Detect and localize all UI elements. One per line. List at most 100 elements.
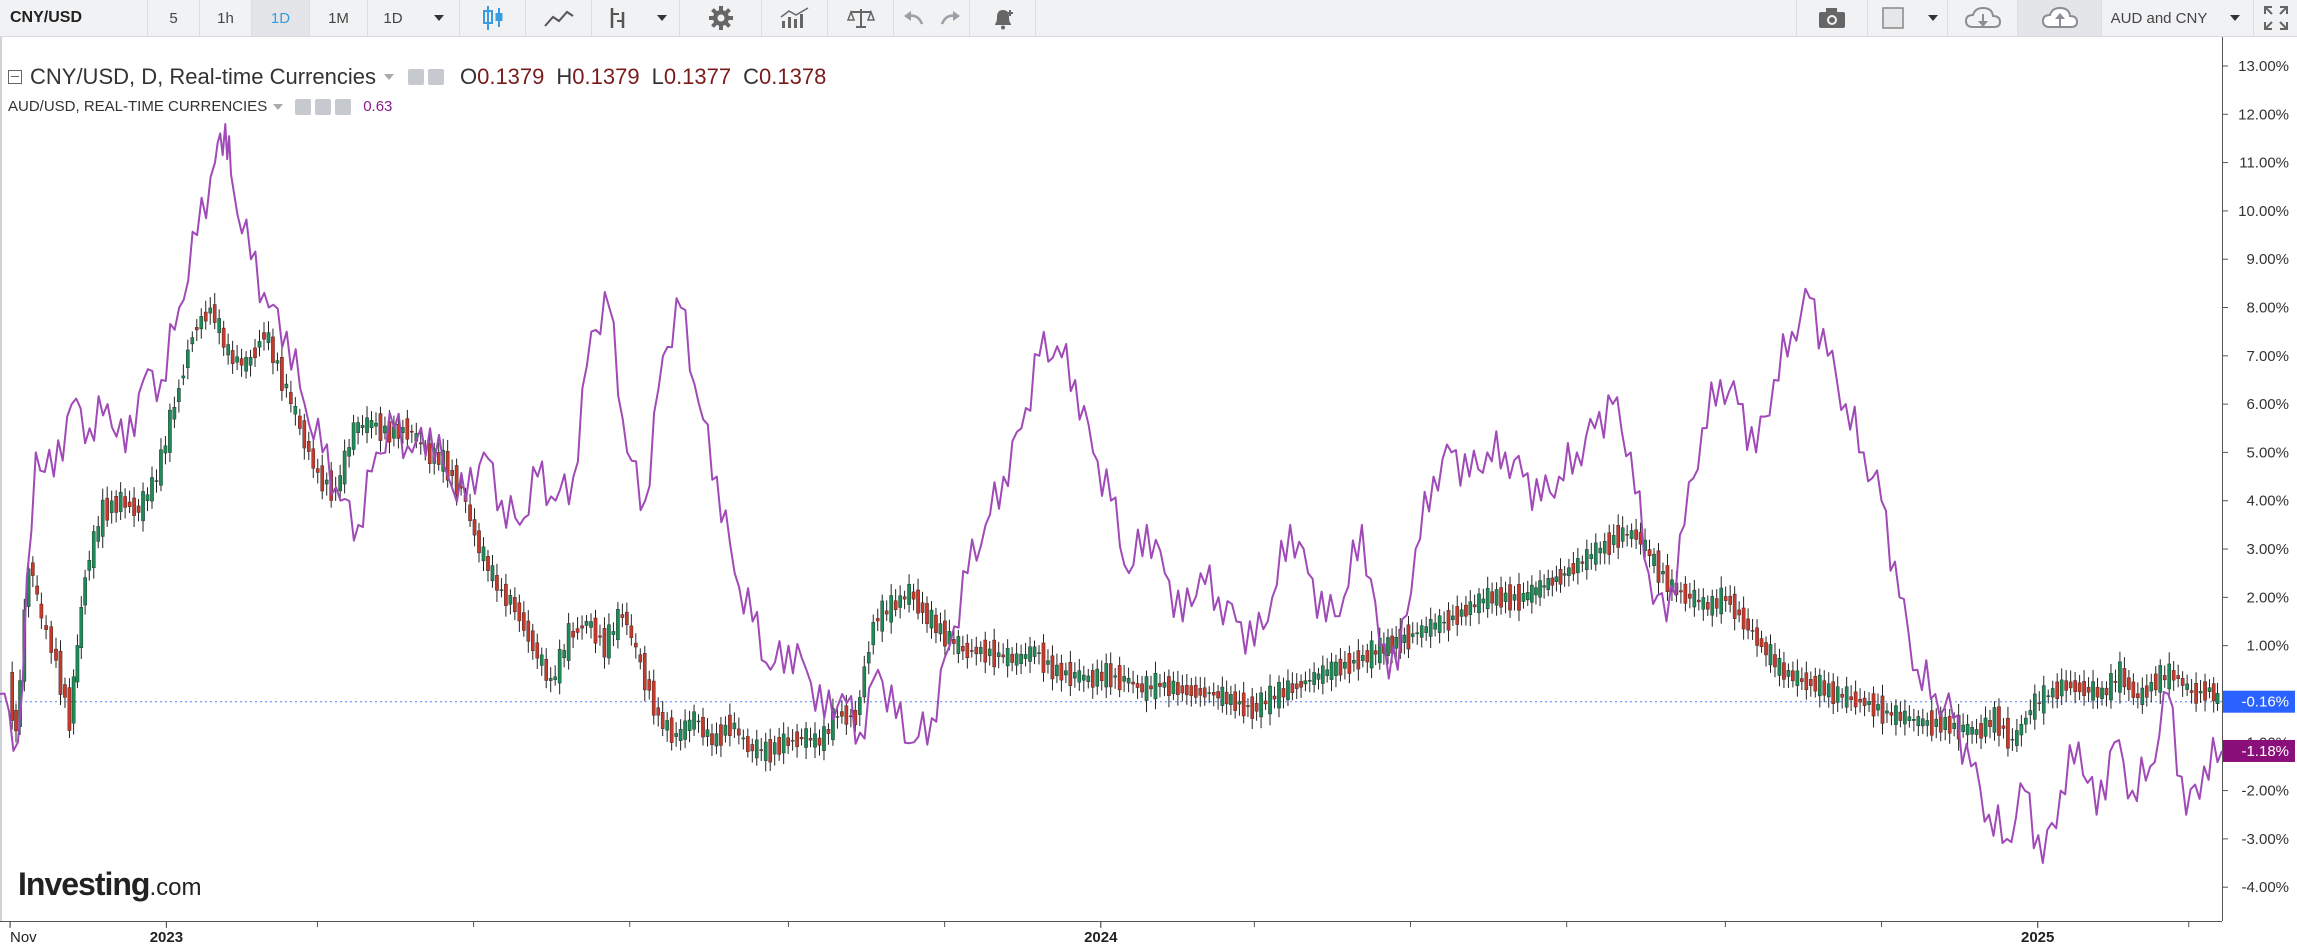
- studies-button[interactable]: [762, 0, 828, 36]
- cny-candle: [1122, 676, 1126, 682]
- cny-candle: [517, 602, 522, 622]
- eye-icon[interactable]: [407, 69, 424, 85]
- cny-candle: [2167, 663, 2172, 690]
- compare-label: AUD and CNY: [2110, 9, 2208, 27]
- compare-dropdown-button[interactable]: [2216, 0, 2254, 36]
- chevron-down-icon: [1927, 15, 1938, 21]
- cny-candle: [1782, 662, 1786, 680]
- cny-candle: [629, 625, 634, 638]
- redo-button[interactable]: [932, 0, 970, 36]
- cny-candle: [1786, 670, 1791, 677]
- symbol-label: CNY/USD: [10, 9, 83, 26]
- cny-candle: [1697, 599, 1701, 603]
- cny-candle: [790, 740, 795, 742]
- cny-candle: [302, 420, 307, 449]
- interval-1d-button[interactable]: 1D: [252, 0, 310, 36]
- collapse-legend-button[interactable]: [8, 70, 22, 84]
- cny-candle: [835, 716, 840, 718]
- cny-candle: [571, 630, 575, 638]
- cny-candle: [1737, 609, 1741, 616]
- cny-candle: [401, 427, 405, 434]
- load-layout-button[interactable]: [1948, 0, 2018, 36]
- cny-candle: [58, 650, 63, 695]
- indicator-button[interactable]: [592, 0, 644, 36]
- cny-candle: [1858, 698, 1862, 703]
- indicator-dropdown-button[interactable]: [644, 0, 680, 36]
- cny-candle: [1419, 625, 1424, 638]
- cny-candle: [880, 600, 885, 632]
- template-button[interactable]: [1868, 0, 1918, 36]
- cny-candle: [840, 711, 844, 717]
- cny-candle: [1415, 632, 1420, 635]
- cny-candle: [2104, 687, 2109, 696]
- x-tick-label: 2025: [2021, 929, 2054, 946]
- alert-button[interactable]: [970, 0, 1036, 36]
- cny-candle: [772, 742, 777, 755]
- screenshot-button[interactable]: [1796, 0, 1868, 36]
- symbol-box[interactable]: CNY/USD: [0, 0, 148, 36]
- cny-candle: [1791, 670, 1795, 682]
- cny-candle: [2122, 668, 2127, 688]
- settings-button[interactable]: [680, 0, 762, 36]
- cny-candle: [665, 720, 669, 731]
- compare-scales-button[interactable]: [828, 0, 894, 36]
- cny-candle: [1041, 642, 1046, 673]
- cny-candle: [1019, 653, 1023, 664]
- interval-dropdown-button[interactable]: [418, 0, 460, 36]
- template-dropdown-button[interactable]: [1918, 0, 1948, 36]
- cny-candle: [1459, 609, 1464, 617]
- cny-candle: [2109, 673, 2113, 701]
- eye-icon[interactable]: [295, 98, 312, 115]
- cny-candle: [63, 684, 67, 698]
- cny-candle: [2198, 691, 2203, 694]
- cny-candle: [1202, 687, 1207, 698]
- cny-candle: [2145, 685, 2149, 698]
- gear-icon[interactable]: [427, 69, 444, 85]
- cny-candle: [1135, 683, 1140, 688]
- chevron-down-icon[interactable]: [383, 74, 394, 80]
- interval-5-button[interactable]: 5: [148, 0, 200, 36]
- close-value: 0.1378: [759, 64, 827, 89]
- cny-candle: [427, 443, 432, 465]
- undo-button[interactable]: [894, 0, 932, 36]
- price-chart[interactable]: 13.00% 12.00% 11.00% 10.00% 9.00% 8.00% 7.00% 6…: [0, 37, 2297, 951]
- cny-candle: [1325, 669, 1329, 676]
- cny-candle: [1290, 683, 1295, 693]
- chevron-down-icon[interactable]: [273, 103, 284, 110]
- cny-candle: [1589, 554, 1594, 559]
- gear-icon[interactable]: [315, 98, 332, 115]
- interval-1h-button[interactable]: 1h: [200, 0, 252, 36]
- cny-candle: [1764, 642, 1768, 656]
- cny-candle: [952, 639, 956, 644]
- cny-candle: [1885, 710, 1889, 714]
- cny-candle: [1299, 681, 1303, 688]
- y-tick-label: 5.00%: [2246, 444, 2289, 461]
- cny-candle: [732, 722, 737, 730]
- save-layout-button[interactable]: [2018, 0, 2102, 36]
- cny-candle: [2127, 677, 2131, 690]
- interval-custom-button[interactable]: 1D: [383, 9, 403, 27]
- interval-1m-button[interactable]: 1M: [310, 0, 368, 36]
- chart-type-line-button[interactable]: [526, 0, 592, 36]
- logo-suffix: .com: [149, 874, 202, 901]
- cny-candle: [1108, 663, 1113, 688]
- cny-candle: [705, 729, 710, 737]
- close-icon[interactable]: [335, 98, 352, 115]
- cny-candle: [1853, 691, 1858, 708]
- cny-candle: [1149, 685, 1153, 690]
- cny-candle: [284, 383, 289, 389]
- cny-candle: [907, 583, 911, 605]
- cny-candle: [1970, 727, 1974, 735]
- cny-candle: [1616, 525, 1620, 548]
- chart-type-candles-button[interactable]: [460, 0, 526, 36]
- cny-candle: [226, 344, 230, 356]
- cny-candle: [1585, 549, 1589, 570]
- cny-candle: [54, 648, 58, 661]
- cny-candle: [2113, 681, 2118, 683]
- fullscreen-button[interactable]: [2254, 0, 2297, 36]
- cny-candle: [1921, 718, 1925, 727]
- cny-candle: [1849, 696, 1853, 700]
- y-tick-label: 8.00%: [2246, 300, 2289, 317]
- cny-candle: [1373, 650, 1378, 655]
- compare-select[interactable]: AUD and CNY: [2102, 0, 2216, 36]
